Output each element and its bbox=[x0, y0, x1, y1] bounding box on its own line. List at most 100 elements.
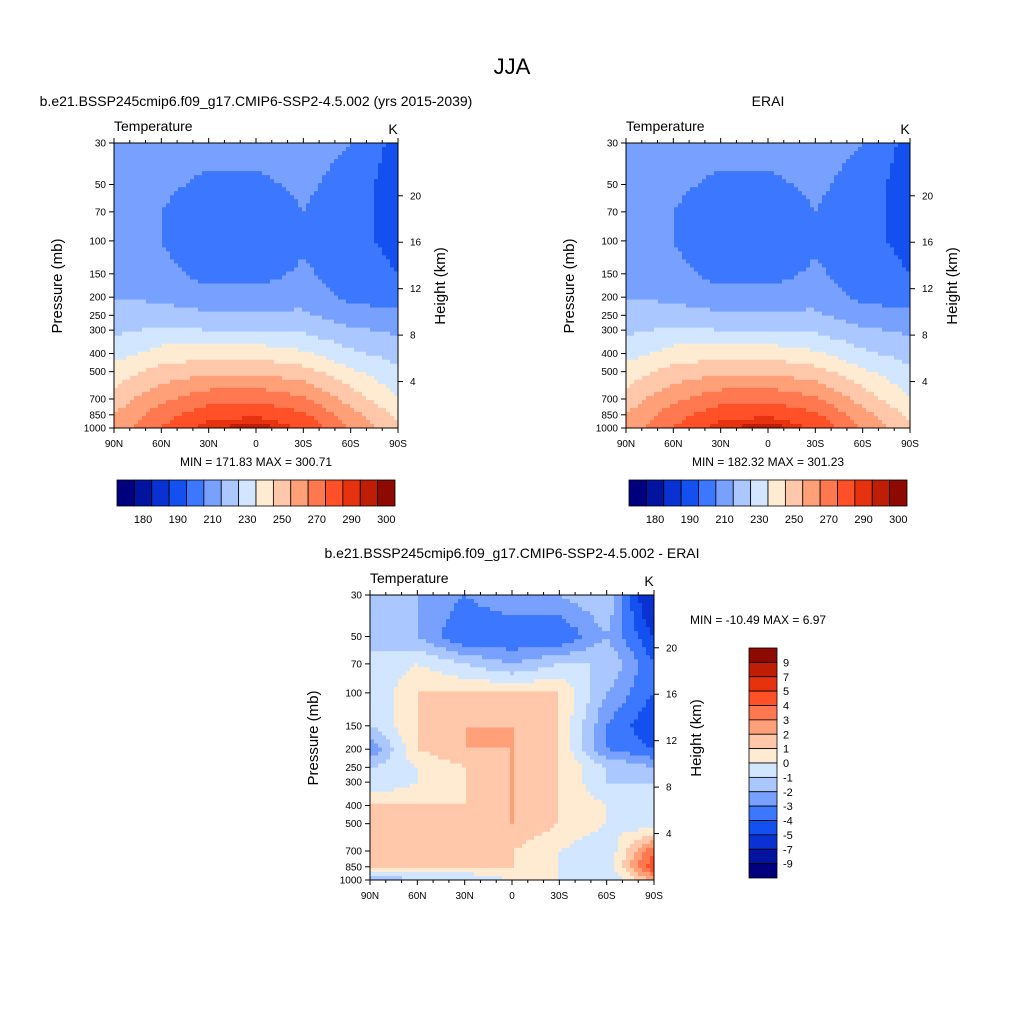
contour-cell bbox=[186, 283, 191, 288]
contour-cell bbox=[130, 375, 135, 381]
contour-cell bbox=[130, 263, 135, 268]
contour-cell bbox=[126, 183, 131, 188]
contour-cell bbox=[326, 287, 331, 292]
contour-cell bbox=[314, 163, 319, 168]
contour-cell bbox=[394, 383, 399, 389]
contour-cell bbox=[170, 411, 175, 417]
contour-cell bbox=[162, 407, 167, 413]
contour-cell bbox=[382, 163, 387, 168]
contour-cell bbox=[262, 255, 267, 260]
contour-cell bbox=[390, 419, 395, 425]
contour-cell bbox=[126, 347, 131, 353]
contour-cell bbox=[202, 187, 207, 192]
contour-cell bbox=[358, 199, 363, 204]
contour-cell bbox=[186, 387, 191, 393]
contour-cell bbox=[354, 363, 359, 369]
contour-cell bbox=[338, 391, 343, 397]
contour-cell bbox=[382, 143, 387, 148]
contour-cell bbox=[346, 179, 351, 184]
contour-cell bbox=[258, 271, 263, 276]
contour-cell bbox=[358, 411, 363, 417]
contour-cell bbox=[226, 303, 231, 308]
contour-cell bbox=[150, 155, 155, 160]
contour-cell bbox=[166, 315, 171, 321]
contour-cell bbox=[306, 283, 311, 288]
contour-cell bbox=[134, 403, 139, 409]
contour-cell bbox=[382, 151, 387, 156]
contour-cell bbox=[202, 243, 207, 248]
contour-cell bbox=[130, 267, 135, 272]
contour-cell bbox=[390, 359, 395, 365]
contour-cell bbox=[270, 151, 275, 156]
contour-cell bbox=[174, 359, 179, 365]
contour-cell bbox=[234, 211, 239, 216]
contour-cell bbox=[210, 159, 215, 164]
contour-cell bbox=[326, 403, 331, 409]
contour-cell bbox=[326, 371, 331, 377]
contour-cell bbox=[366, 243, 371, 248]
contour-cell bbox=[162, 291, 167, 296]
contour-cell bbox=[182, 143, 187, 148]
contour-cell bbox=[142, 331, 147, 337]
contour-cell bbox=[386, 179, 391, 184]
contour-cell bbox=[258, 231, 263, 236]
contour-cell bbox=[150, 347, 155, 353]
contour-cell bbox=[238, 267, 243, 272]
contour-cell bbox=[210, 255, 215, 260]
contour-cell bbox=[342, 363, 347, 369]
contour-cell bbox=[218, 179, 223, 184]
contour-cell bbox=[198, 187, 203, 192]
contour-cell bbox=[374, 263, 379, 268]
contour-cell bbox=[222, 195, 227, 200]
contour-cell bbox=[174, 331, 179, 337]
contour-cell bbox=[278, 211, 283, 216]
contour-cell bbox=[274, 167, 279, 172]
contour-cell bbox=[158, 279, 163, 284]
contour-cell bbox=[302, 211, 307, 216]
contour-cell bbox=[178, 395, 183, 401]
contour-cell bbox=[294, 279, 299, 284]
contour-cell bbox=[294, 315, 299, 321]
contour-cell bbox=[378, 383, 383, 389]
contour-cell bbox=[138, 375, 143, 381]
contour-cell bbox=[174, 319, 179, 325]
contour-cell bbox=[170, 295, 175, 300]
contour-cell bbox=[146, 183, 151, 188]
contour-cell bbox=[338, 239, 343, 244]
contour-cell bbox=[262, 175, 267, 180]
contour-cell bbox=[394, 311, 399, 316]
contour-cell bbox=[366, 175, 371, 180]
contour-cell bbox=[210, 371, 215, 377]
contour-cell bbox=[258, 419, 263, 425]
contour-cell bbox=[334, 311, 339, 316]
contour-cell bbox=[350, 355, 355, 361]
contour-cell bbox=[118, 283, 123, 288]
contour-cell bbox=[214, 271, 219, 276]
contour-cell bbox=[118, 387, 123, 393]
contour-cell bbox=[390, 355, 395, 361]
contour-cell bbox=[250, 179, 255, 184]
contour-cell bbox=[338, 287, 343, 292]
contour-cell bbox=[178, 323, 183, 329]
contour-cell bbox=[354, 291, 359, 296]
contour-cell bbox=[366, 415, 371, 421]
contour-cell bbox=[382, 271, 387, 276]
contour-cell bbox=[362, 215, 367, 220]
contour-cell bbox=[282, 167, 287, 172]
contour-cell bbox=[310, 359, 315, 365]
contour-cell bbox=[374, 307, 379, 312]
contour-cell bbox=[202, 391, 207, 397]
contour-cell bbox=[322, 291, 327, 296]
contour-cell bbox=[210, 187, 215, 192]
contour-cell bbox=[334, 163, 339, 168]
contour-cell bbox=[254, 319, 259, 325]
contour-cell bbox=[298, 359, 303, 365]
contour-cell bbox=[366, 311, 371, 316]
contour-cell bbox=[158, 415, 163, 421]
contour-cell bbox=[190, 283, 195, 288]
contour-cell bbox=[346, 215, 351, 220]
contour-cell bbox=[358, 179, 363, 184]
contour-cell bbox=[310, 271, 315, 276]
contour-cell bbox=[358, 299, 363, 304]
contour-cell bbox=[150, 351, 155, 357]
